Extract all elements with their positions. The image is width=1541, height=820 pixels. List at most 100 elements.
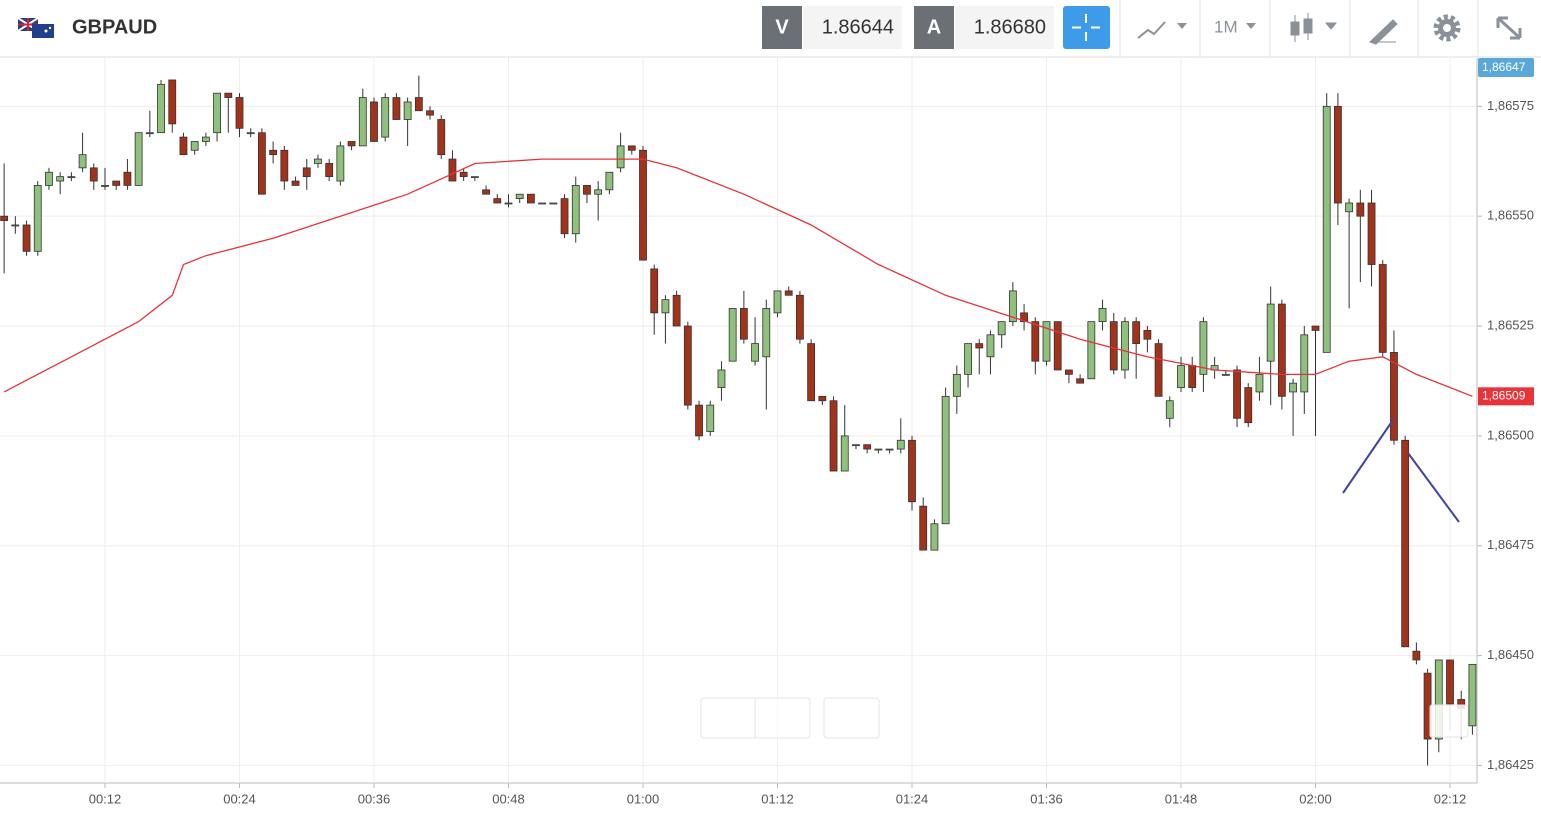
candle-body [280, 149, 289, 182]
buy-label[interactable]: A [927, 16, 941, 38]
price-tag-label: 1,86647 [1482, 60, 1526, 74]
candle-body [840, 435, 849, 472]
candle-body [1076, 378, 1085, 384]
sell-price-box[interactable] [803, 6, 902, 49]
candle-body [1031, 321, 1040, 362]
candle-body [381, 97, 390, 138]
candle-body [1020, 312, 1028, 323]
candle-body [1132, 321, 1141, 345]
indicator-button[interactable] [1137, 21, 1187, 39]
y-tick-label: 1,86475 [1487, 537, 1534, 552]
candle-body [403, 101, 412, 120]
candle-body [56, 176, 65, 182]
candle-body [392, 97, 401, 120]
candle-body [1233, 369, 1241, 419]
candle-body [616, 145, 625, 169]
candle-body [605, 171, 614, 191]
candle-body [213, 92, 221, 134]
candle-body [527, 193, 535, 204]
x-tick-label: 00:48 [492, 791, 525, 806]
settings-button[interactable] [1433, 14, 1461, 42]
drawing-line[interactable] [1342, 419, 1394, 494]
candle-body [1401, 439, 1410, 648]
buy-button[interactable] [914, 6, 954, 49]
candle-body [964, 343, 972, 375]
candle-body [45, 171, 53, 186]
candle-body [134, 132, 143, 186]
candle-body [1412, 650, 1421, 661]
candle-body [336, 145, 345, 182]
buy-price-box[interactable] [955, 6, 1054, 49]
candle-body [661, 299, 670, 314]
candle-body [1177, 365, 1185, 388]
scroll-control[interactable] [1429, 704, 1469, 738]
candle-body [773, 290, 782, 314]
candle-body [358, 97, 367, 147]
crosshair-button[interactable] [1063, 6, 1110, 49]
y-tick-label: 1,86450 [1487, 647, 1534, 662]
candle-body [89, 167, 98, 182]
candle-body [695, 404, 703, 437]
candle-body [190, 141, 199, 151]
y-tick-label: 1,86550 [1487, 208, 1534, 223]
candle-body [874, 448, 883, 451]
chart-type-button[interactable] [1290, 13, 1338, 42]
candle-body [1244, 387, 1253, 424]
candle-body [448, 158, 457, 182]
candle-body [1300, 334, 1309, 393]
fullscreen-button[interactable] [1496, 16, 1522, 40]
x-tick-label: 02:00 [1299, 791, 1332, 806]
candle-body [908, 439, 916, 503]
flag-icon [17, 17, 54, 38]
candle-body [1334, 105, 1342, 204]
buy-price[interactable]: 1.86680 [974, 16, 1046, 38]
candle-body [762, 308, 771, 358]
candle-body [1042, 321, 1051, 362]
candle-body [470, 176, 479, 179]
candle-body [1277, 303, 1286, 397]
candle-body [818, 395, 827, 402]
candle-body [1008, 290, 1017, 323]
candle-body [571, 185, 580, 235]
candle-body [314, 158, 322, 164]
candle-body [1221, 373, 1230, 376]
candle-body [1143, 330, 1152, 340]
candle-body [1356, 202, 1365, 217]
candle-body [459, 171, 468, 178]
candle-body [112, 180, 121, 186]
timeframe[interactable]: 1M [1214, 17, 1238, 36]
candle-body [426, 110, 434, 116]
candle-body [201, 136, 210, 142]
sell-price[interactable]: 1.86644 [822, 16, 894, 38]
candle-body [896, 439, 905, 450]
candle-body [997, 321, 1006, 336]
candle-body [796, 294, 804, 340]
candle-body [717, 369, 726, 388]
candle-body [829, 400, 838, 472]
drawing-line[interactable] [1407, 452, 1460, 523]
y-tick-label: 1,86500 [1487, 427, 1534, 442]
sell-button[interactable] [762, 6, 802, 49]
candle-body [1154, 343, 1163, 397]
candle-body [1434, 659, 1443, 740]
candle-body [347, 141, 356, 147]
candle-body [594, 189, 603, 195]
x-tick-label: 01:00 [627, 791, 660, 806]
draw-tool-button[interactable] [1369, 19, 1398, 45]
candle-body [1109, 321, 1118, 371]
candle-body [1378, 264, 1387, 353]
toolbar-separators [1119, 0, 1479, 57]
y-tick-label: 1,86525 [1487, 317, 1534, 332]
price-tag [1478, 58, 1534, 77]
candle-body [22, 224, 31, 252]
candle-body [269, 149, 278, 156]
plot [0, 75, 1477, 766]
y-tick-label: 1,86425 [1487, 757, 1534, 772]
candle-body [728, 308, 737, 362]
candle-body [123, 171, 132, 186]
reset-control[interactable] [823, 697, 880, 739]
sell-label[interactable]: V [775, 16, 789, 38]
candle-body [1188, 365, 1197, 388]
x-tick-label: 00:36 [358, 791, 391, 806]
